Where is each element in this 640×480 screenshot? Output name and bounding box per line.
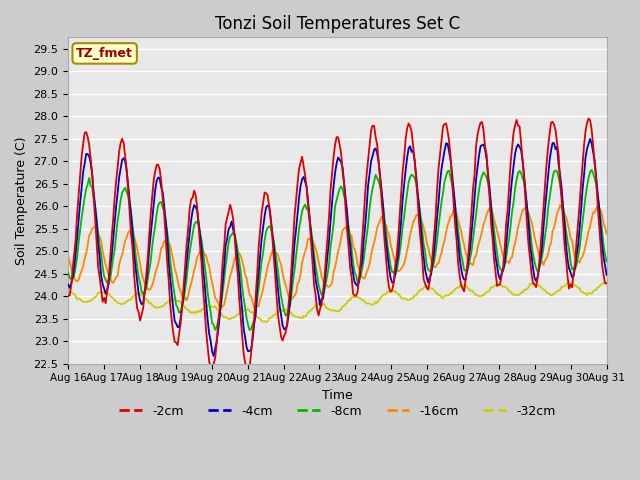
Legend: -2cm, -4cm, -8cm, -16cm, -32cm: -2cm, -4cm, -8cm, -16cm, -32cm [115,400,560,423]
Text: TZ_fmet: TZ_fmet [76,47,133,60]
Y-axis label: Soil Temperature (C): Soil Temperature (C) [15,136,28,265]
Title: Tonzi Soil Temperatures Set C: Tonzi Soil Temperatures Set C [215,15,460,33]
X-axis label: Time: Time [322,389,353,402]
